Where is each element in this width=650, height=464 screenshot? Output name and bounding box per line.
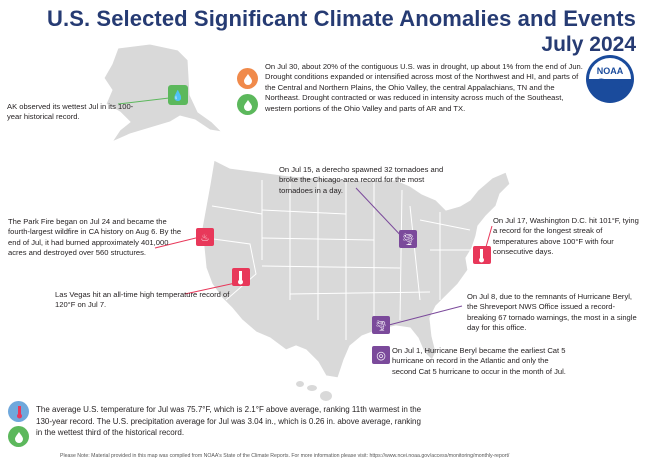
svg-text:NOAA: NOAA	[597, 66, 624, 76]
drought-icon	[237, 68, 258, 89]
contiguous-us-map	[201, 159, 511, 379]
national-summary: The average U.S. temperature for Jul was…	[36, 405, 422, 437]
beryl-marker	[372, 346, 390, 364]
svg-text:◎: ◎	[376, 349, 386, 362]
beryl-tornado-annotation: On Jul 8, due to the remnants of Hurrica…	[467, 292, 637, 333]
title-line2: July 2024	[541, 33, 636, 56]
svg-text:💧: 💧	[172, 89, 184, 102]
derecho-annotation: On Jul 15, a derecho spawned 32 tornadoe…	[279, 165, 444, 195]
noaa-logo-icon: NOAA	[586, 55, 634, 103]
alaska-annotation: AK observed its wettest Jul in its 100-y…	[7, 102, 134, 122]
footer-note: Please Note: Material provided in this m…	[60, 453, 510, 459]
page-title: U.S. Selected Significant Climate Anomal…	[47, 6, 636, 57]
alaska-marker	[168, 85, 188, 105]
beryl-hurricane-annotation: On Jul 1, Hurricane Beryl became the ear…	[392, 346, 566, 376]
shreveport-marker	[372, 316, 390, 334]
washington-annotation: On Jul 17, Washington D.C. hit 101°F, ty…	[493, 216, 639, 257]
precipitation-summary-icon	[8, 426, 29, 447]
svg-text:♨: ♨	[201, 233, 210, 244]
derecho-marker	[399, 230, 417, 248]
park-fire-annotation: The Park Fire began on Jul 24 and became…	[8, 217, 182, 258]
svg-text:🌪: 🌪	[375, 320, 388, 332]
svg-text:🌪: 🌪	[401, 233, 415, 246]
alaska-map	[103, 43, 224, 144]
drought-annotation: On Jul 30, about 20% of the contiguous U…	[265, 62, 583, 113]
las-vegas-annotation: Las Vegas hit an all-time high temperatu…	[55, 290, 230, 310]
park-fire-marker	[196, 228, 214, 246]
temperature-icon	[8, 401, 29, 422]
title-line1: U.S. Selected Significant Climate Anomal…	[47, 6, 636, 31]
precipitation-icon	[237, 94, 258, 115]
hawaii-map	[296, 381, 332, 401]
state-borders	[205, 178, 474, 340]
